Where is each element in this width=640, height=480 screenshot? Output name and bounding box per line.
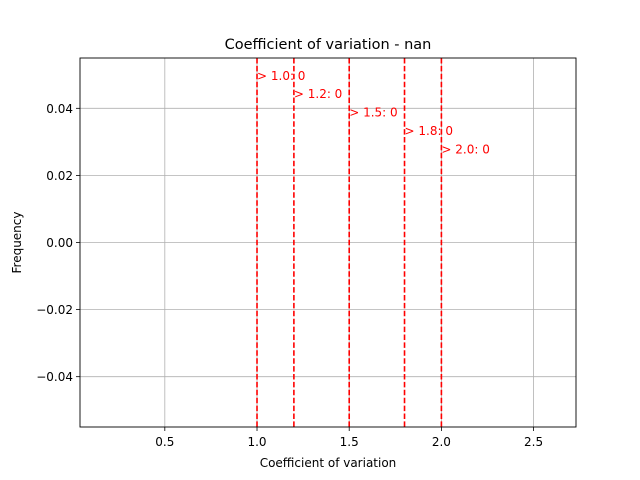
threshold-label: > 1.5: 0 [349,106,397,120]
threshold-lines: > 1.0: 0 > 1.2: 0 > 1.5: 0 > 1.8: 0 > 2.0: 0 [256,58,490,427]
x-axis-label: Coefficient of variation [260,456,397,470]
threshold-label: > 1.0: 0 [257,69,305,83]
grid-lines [80,58,576,427]
threshold-label: > 1.8: 0 [405,124,453,138]
threshold-label: > 2.0: 0 [441,143,489,157]
y-tick-label: 0.02 [46,169,73,183]
x-tick-label: 1.5 [340,435,359,449]
y-tick-label: 0.00 [46,236,73,250]
x-axis-ticks: 0.5 1.0 1.5 2.0 2.5 [155,427,543,449]
y-axis-label: Frequency [10,212,24,274]
x-tick-label: 2.5 [524,435,543,449]
y-axis-ticks: 0.04 0.02 0.00 −0.02 −0.04 [36,102,80,384]
x-tick-label: 2.0 [432,435,451,449]
threshold-label: > 1.2: 0 [294,87,342,101]
x-tick-label: 1.0 [247,435,266,449]
y-tick-label: −0.04 [36,370,73,384]
chart-title: Coefficient of variation - nan [225,37,432,53]
y-tick-label: 0.04 [46,102,73,116]
x-tick-label: 0.5 [155,435,174,449]
y-tick-label: −0.02 [36,303,73,317]
